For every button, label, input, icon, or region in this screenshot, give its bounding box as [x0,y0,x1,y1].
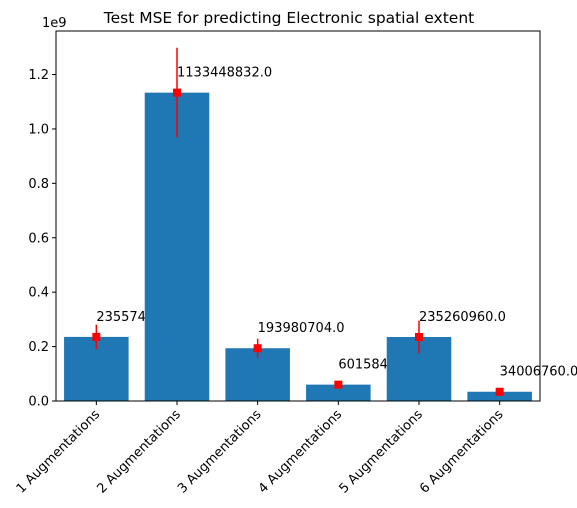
bar [306,384,371,401]
data-label: 34006760.0 [500,365,577,380]
y-tick-label: 0.0 [28,395,49,410]
x-tick-label: 3 Augmentations [175,407,265,497]
value-marker [92,332,101,341]
plot-frame [55,30,541,402]
bar [144,92,210,401]
y-tick-label: 0.4 [28,286,49,301]
bar [467,391,532,401]
y-tick-label: 1.2 [28,68,49,83]
value-marker [253,344,262,353]
chart-title: Test MSE for predicting Electronic spati… [103,9,474,27]
value-marker [173,88,181,97]
y-tick-label: 0.8 [28,177,49,192]
y-tick-label: 1.0 [28,122,49,137]
x-tick-label: 4 Augmentations [256,407,346,497]
data-label: 235260960.0 [419,310,506,325]
x-tick-label: 2 Augmentations [94,407,184,497]
data-label: 193980704.0 [258,321,345,336]
x-tick-label: 6 Augmentations [417,407,507,497]
y-scale-label: 1e9 [42,16,67,31]
value-marker [334,380,343,389]
y-tick-label: 0.2 [28,340,49,355]
x-tick-label: 5 Augmentations [336,407,426,497]
y-tick-label: 0.6 [28,231,49,246]
data-label: 1133448832.0 [177,66,272,81]
x-tick-label: 1 Augmentations [14,407,104,497]
value-marker [495,387,504,396]
value-marker [415,332,423,341]
